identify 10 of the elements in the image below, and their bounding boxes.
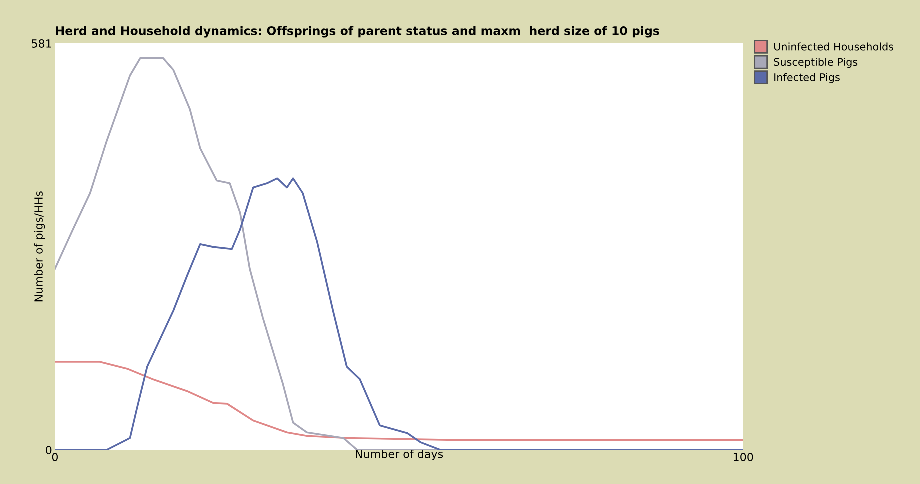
chart-title: Herd and Household dynamics: Offsprings of parent status and maxm herd size of 10 pigs — [56, 26, 660, 38]
legend-label: Infected Pigs — [774, 73, 840, 84]
y-axis-title: Number of pigs/HHs — [34, 192, 46, 302]
line-series — [55, 178, 744, 450]
line-series — [55, 361, 744, 442]
legend-label: Susceptible Pigs — [774, 58, 858, 68]
x-axis-title: Number of days — [356, 450, 444, 461]
y-tick-label: 581 — [32, 40, 52, 48]
legend-label: Uninfected Households — [774, 42, 894, 51]
x-tick-label: 100 — [734, 453, 754, 462]
